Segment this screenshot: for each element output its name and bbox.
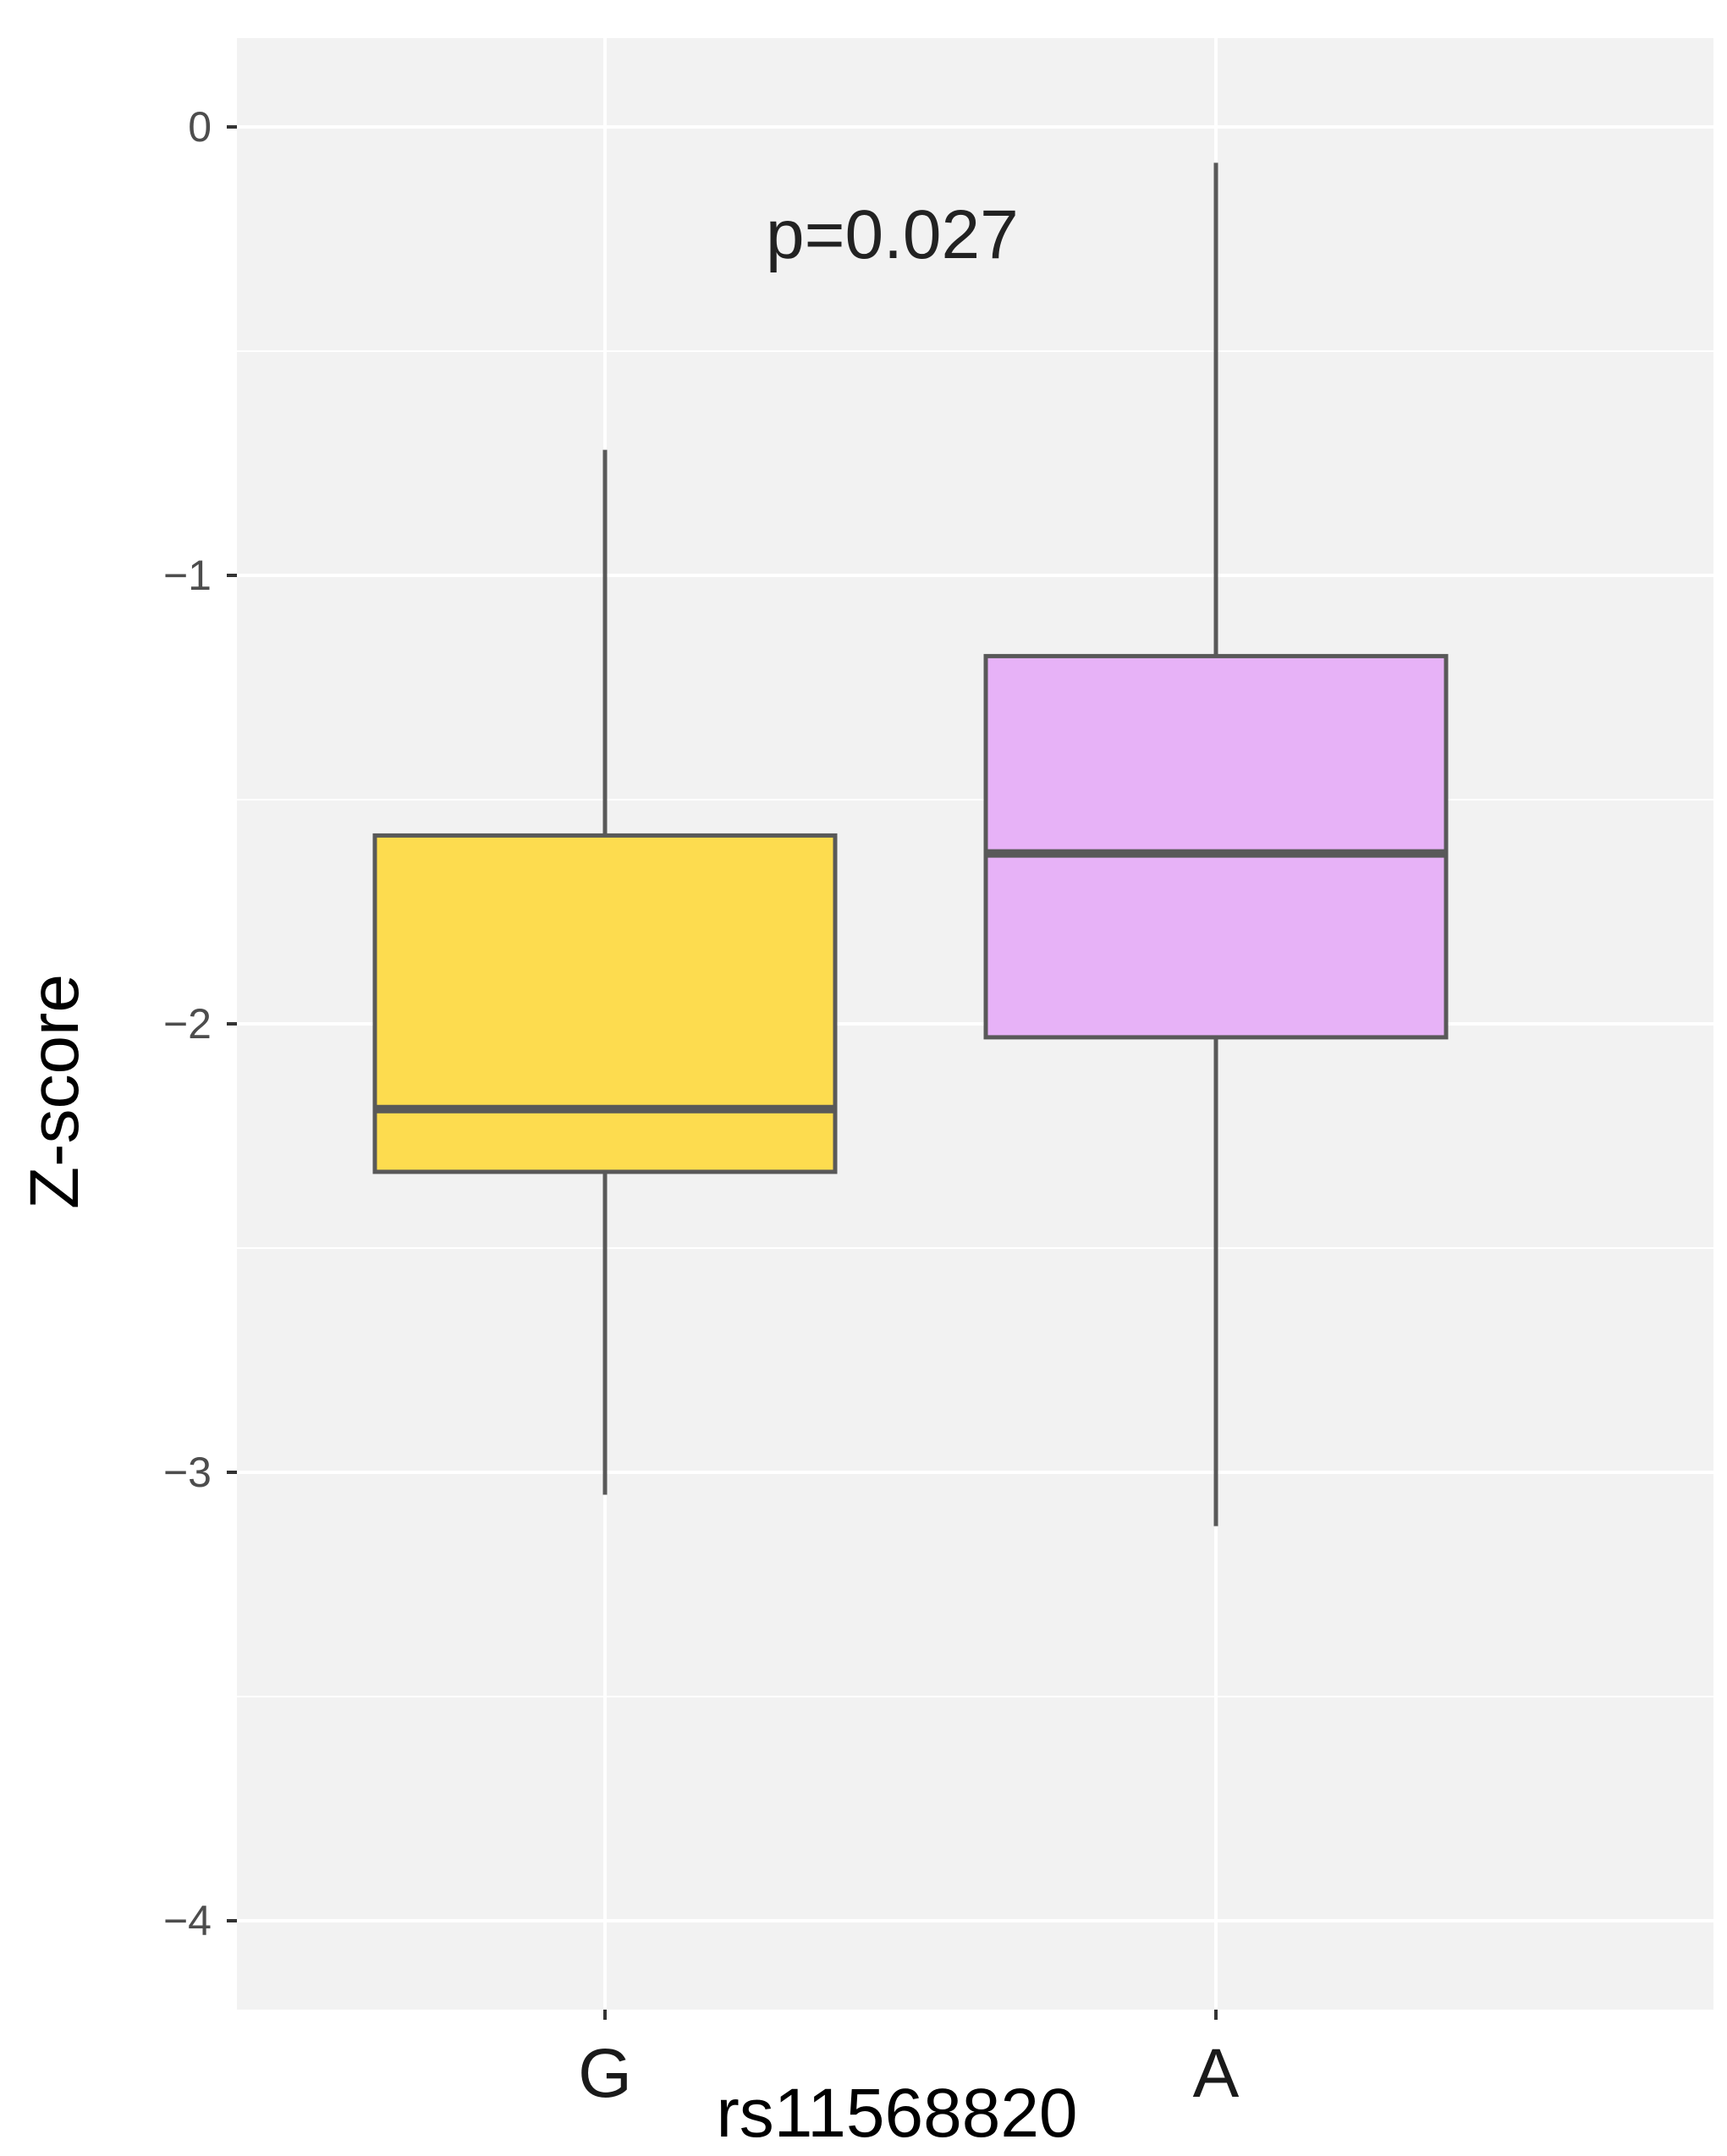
y-tick-label: −2 <box>163 1000 212 1048</box>
y-tick-label: 0 <box>188 103 212 151</box>
box-iqr <box>372 833 838 1174</box>
y-tick-label: −4 <box>163 1897 212 1944</box>
y-axis-title: Z-score <box>16 974 93 1209</box>
box-G <box>372 449 838 1495</box>
boxes <box>372 162 1449 1526</box>
minor-gridlines <box>237 350 1713 1697</box>
x-axis-title: rs11568820 <box>716 2075 1077 2152</box>
x-tick-label: A <box>1193 2035 1240 2112</box>
y-axis-ticks: 0 −1 −2 −3 −4 <box>163 103 237 1944</box>
box-A <box>983 162 1449 1526</box>
p-value-annotation: p=0.027 <box>766 196 1019 273</box>
box-iqr <box>983 653 1449 1040</box>
y-tick-label: −1 <box>163 552 212 599</box>
x-tick-label: G <box>578 2035 632 2112</box>
y-tick-label: −3 <box>163 1449 212 1496</box>
